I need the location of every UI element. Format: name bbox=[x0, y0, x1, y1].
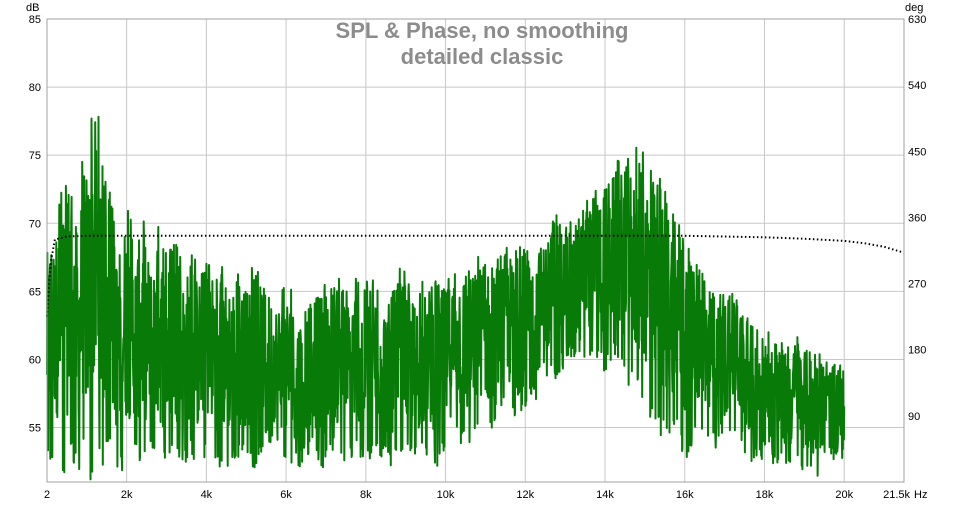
y-tick-label-right: 360 bbox=[908, 212, 926, 224]
y-tick-label-right: 540 bbox=[908, 80, 926, 92]
x-tick-label: 6k bbox=[280, 489, 292, 501]
y-tick-label-right: 90 bbox=[908, 411, 920, 423]
y-tick-labels-left: 85 80 75 70 65 60 55 bbox=[29, 14, 41, 435]
x-tick-label: 10k bbox=[437, 489, 455, 501]
x-tick-labels: 2 2k 4k 6k 8k 10k 12k 14k 16k 18k 20k 21.5k bbox=[44, 489, 911, 501]
spl-line bbox=[46, 115, 846, 481]
y-tick-label-left: 75 bbox=[29, 150, 41, 162]
y-tick-label-right: 270 bbox=[908, 279, 926, 291]
x-tick-label: 14k bbox=[596, 489, 614, 501]
x-tick-label: 18k bbox=[756, 489, 774, 501]
y-tick-label-left: 60 bbox=[29, 354, 41, 366]
series-spl bbox=[46, 115, 846, 481]
y-tick-label-left: 70 bbox=[29, 218, 41, 230]
x-tick-label: 16k bbox=[676, 489, 694, 501]
x-tick-label: 20k bbox=[835, 489, 853, 501]
x-tick-label: 8k bbox=[360, 489, 372, 501]
plot-frame bbox=[46, 18, 905, 483]
x-tick-label: 4k bbox=[201, 489, 213, 501]
chart-title: SPL & Phase, no smoothing bbox=[336, 18, 629, 43]
y-tick-label-right: 180 bbox=[908, 345, 926, 357]
y-axis-right-unit: deg bbox=[905, 2, 923, 14]
y-tick-label-right: 450 bbox=[908, 146, 926, 158]
x-tick-label: 2 bbox=[44, 489, 50, 501]
y-tick-label-right: 630 bbox=[908, 14, 926, 26]
y-tick-label-left: 65 bbox=[29, 286, 41, 298]
x-tick-label: 2k bbox=[121, 489, 133, 501]
chart-subtitle: detailed classic bbox=[401, 44, 564, 69]
phase-line bbox=[46, 234, 905, 317]
y-tick-label-left: 85 bbox=[29, 14, 41, 26]
x-tick-label: 12k bbox=[516, 489, 534, 501]
x-axis-unit: Hz bbox=[914, 489, 927, 501]
x-tick-label: 21.5k bbox=[883, 489, 910, 501]
y-tick-labels-right: 630 540 450 360 270 180 90 bbox=[908, 14, 926, 423]
y-axis-left-unit: dB bbox=[26, 2, 39, 14]
y-tick-label-left: 55 bbox=[29, 423, 41, 435]
series-phase bbox=[46, 234, 905, 317]
y-tick-label-left: 80 bbox=[29, 82, 41, 94]
